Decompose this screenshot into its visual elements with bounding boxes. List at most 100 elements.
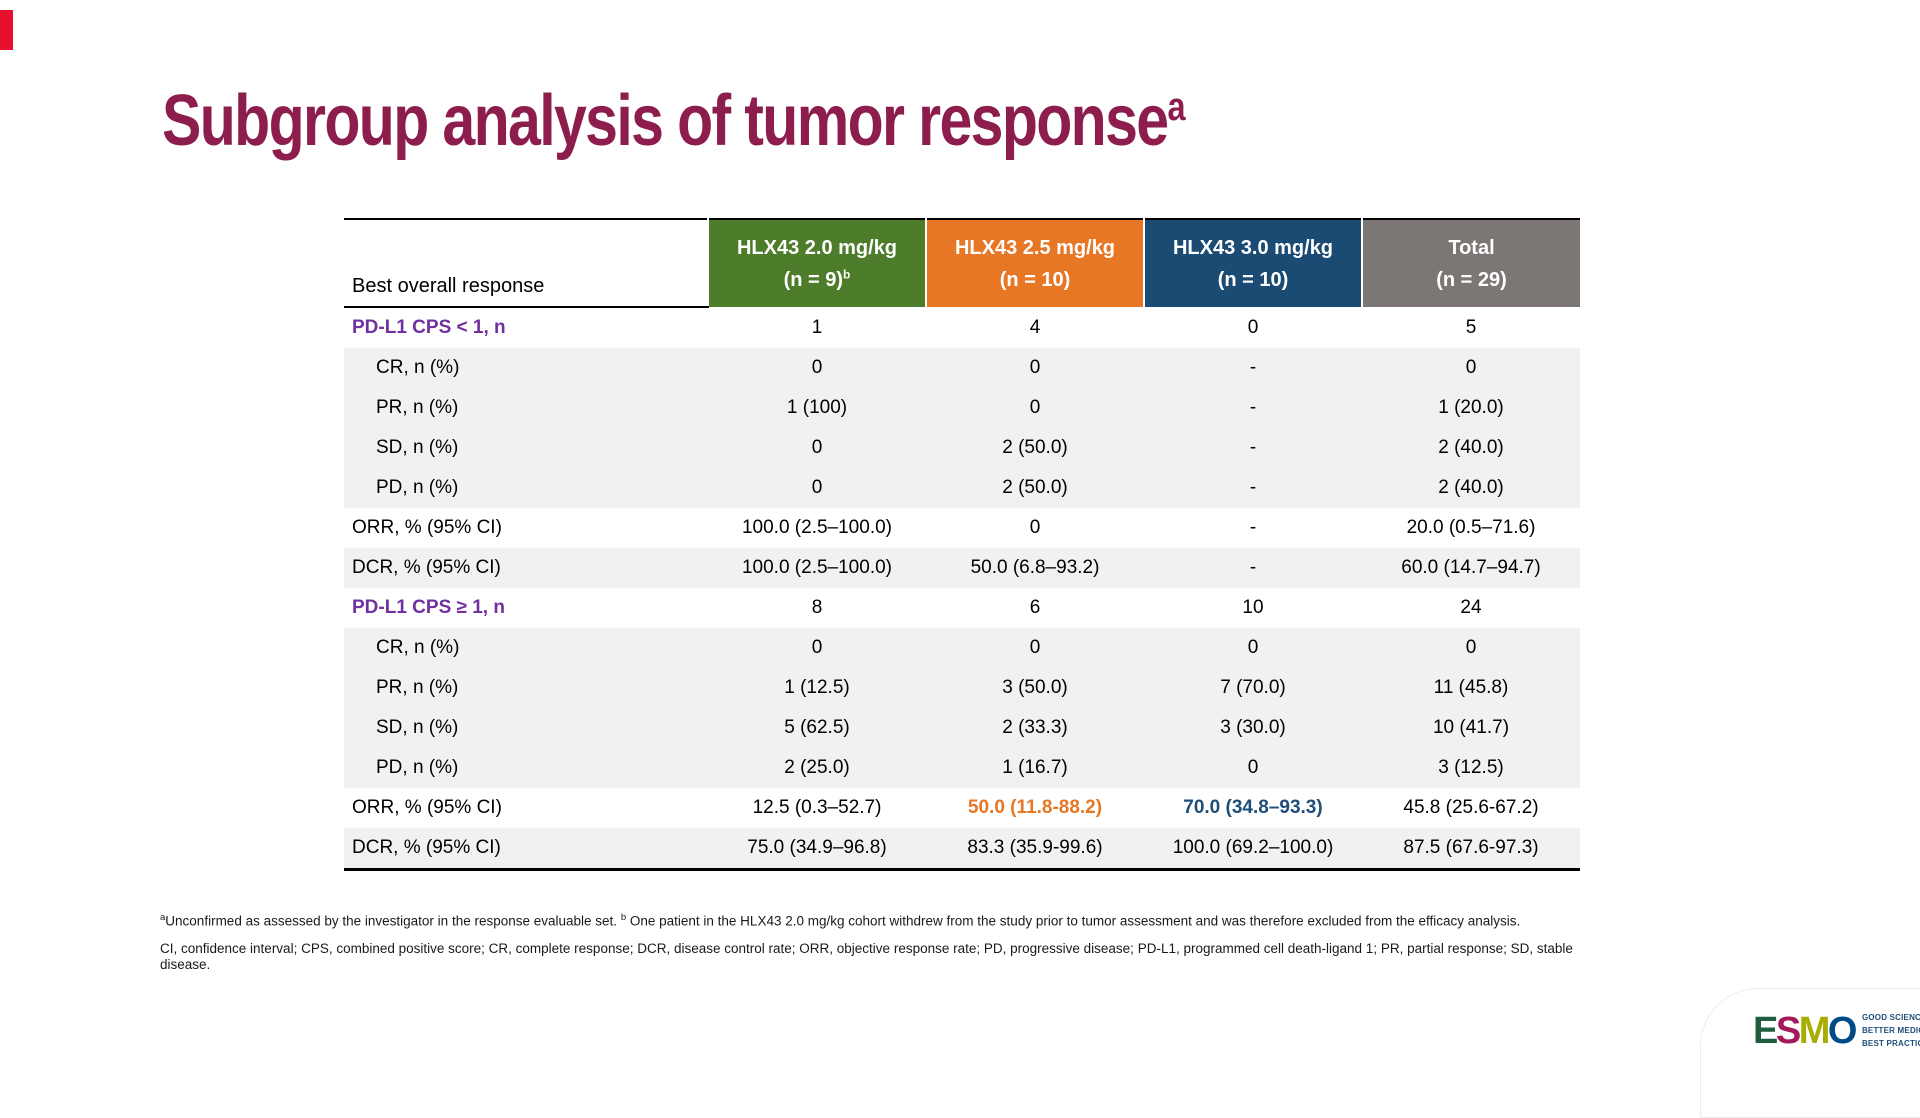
row-label: CR, n (%): [376, 637, 460, 658]
row-label: PD-L1 CPS < 1, n: [352, 317, 506, 338]
column-header-n: (n = 10): [999, 268, 1071, 291]
table-row: ORR, % (95% CI) 12.5 (0.3–52.7) 50.0 (11.8…: [344, 788, 1580, 828]
esmo-tagline-line: BETTER MEDICINE: [1861, 1026, 1920, 1036]
response-table: Best overall response HLX43 2.0 mg/kg (n =…: [344, 218, 1580, 871]
cell: 0: [1247, 316, 1259, 338]
cell: 0: [1029, 637, 1041, 658]
table-row: PD, n (%) 0 2 (50.0) - 2 (40.0): [344, 468, 1580, 508]
page-title: Subgroup analysis of tumor responsea: [162, 81, 1186, 161]
column-header-title: HLX43 3.0 mg/kg: [1172, 236, 1334, 259]
footnotes: aUnconfirmed as assessed by the investig…: [160, 912, 1620, 984]
cell: 100.0 (2.5–100.0): [741, 517, 892, 538]
cell: 0: [811, 437, 823, 458]
esmo-tagline-line: GOOD SCIENCE: [1861, 1013, 1920, 1022]
cell: 4: [1029, 316, 1041, 338]
table-header: Best overall response HLX43 2.0 mg/kg (n =…: [344, 219, 1580, 308]
row-label: PR, n (%): [376, 677, 459, 698]
cell: 11 (45.8): [1433, 677, 1509, 698]
cell: -: [1249, 397, 1257, 418]
footnote-1-text-b: One patient in the HLX43 2.0 mg/kg cohor…: [626, 913, 1521, 929]
cell: 45.8 (25.6-67.2): [1403, 797, 1539, 818]
cell: 2 (40.0): [1438, 437, 1504, 458]
esmo-letter-o: O: [1827, 1009, 1858, 1052]
cell: 10: [1242, 597, 1264, 618]
cell: 0: [1029, 397, 1041, 418]
footnote-1-text-a: Unconfirmed as assessed by the investiga…: [165, 913, 621, 929]
column-header-n: (n = 29): [1436, 268, 1507, 291]
slide-accent-bar: [0, 10, 13, 50]
row-label: PD, n (%): [376, 757, 459, 778]
table-row: PD, n (%) 2 (25.0) 1 (16.7) 0 3 (12.5): [344, 748, 1580, 788]
cell: 70.0 (34.8–93.3): [1183, 797, 1323, 818]
cell: 87.5 (67.6-97.3): [1403, 837, 1539, 858]
cell: 0: [811, 357, 823, 378]
esmo-logo-letters: ESMO: [1753, 1009, 1858, 1052]
cell: 50.0 (6.8–93.2): [970, 557, 1100, 578]
column-header-2: HLX43 2.5 mg/kg (n = 10): [925, 219, 1144, 307]
cell: 8: [811, 597, 823, 618]
cell: 1 (20.0): [1438, 397, 1504, 418]
column-header-label: Best overall response: [344, 219, 708, 308]
table-row: CR, n (%) 0 0 0 0: [344, 628, 1580, 668]
footnote-1-sup-b: b: [620, 912, 627, 923]
cell: 1 (16.7): [1002, 757, 1068, 778]
column-header-4: Total (n = 29): [1361, 219, 1580, 307]
response-table-wrap: Best overall response HLX43 2.0 mg/kg (n =…: [344, 218, 1580, 871]
esmo-logo: ESMO GOOD SCIENCE BETTER MEDICINE BEST PRA…: [1753, 1011, 1920, 1051]
cell: 2 (33.3): [1002, 717, 1068, 738]
page-title-text: Subgroup analysis of tumor response: [162, 81, 1169, 161]
esmo-tagline-line: BEST PRACTICE: [1861, 1039, 1920, 1049]
footnote-abbreviations: CI, confidence interval; CPS, combined p…: [160, 940, 1573, 972]
column-header-title: HLX43 2.5 mg/kg: [954, 236, 1116, 259]
cell: 0: [1465, 357, 1477, 378]
cell: 2 (50.0): [1002, 477, 1068, 498]
esmo-letter-s: S: [1775, 1009, 1801, 1052]
table-row: PD-L1 CPS < 1, n 1 4 0 5: [344, 307, 1580, 348]
cell: 2 (40.0): [1438, 477, 1504, 498]
cell: 2 (50.0): [1002, 437, 1068, 458]
table-row: DCR, % (95% CI) 100.0 (2.5–100.0) 50.0 (6.…: [344, 548, 1580, 588]
cell: 75.0 (34.9–96.8): [747, 837, 887, 858]
cell: -: [1249, 557, 1257, 578]
cell: 0: [811, 477, 823, 498]
table-row: ORR, % (95% CI) 100.0 (2.5–100.0) 0 - 20.0 (…: [344, 508, 1580, 548]
cell: 3 (12.5): [1438, 757, 1504, 778]
table-row: PR, n (%) 1 (100) 0 - 1 (20.0): [344, 388, 1580, 428]
cell: -: [1249, 517, 1257, 538]
cell: 0: [1029, 357, 1041, 378]
row-label: PR, n (%): [376, 397, 459, 418]
cell: 20.0 (0.5–71.6): [1406, 517, 1536, 538]
table-row: SD, n (%) 0 2 (50.0) - 2 (40.0): [344, 428, 1580, 468]
header-row: Best overall response HLX43 2.0 mg/kg (n =…: [344, 219, 1580, 308]
row-label: SD, n (%): [376, 437, 459, 458]
column-header-n: (n = 9)b: [783, 266, 851, 291]
cell: 50.0 (11.8-88.2): [967, 797, 1103, 818]
esmo-logo-tagline: GOOD SCIENCE BETTER MEDICINE BEST PRACTICE: [1862, 1011, 1920, 1051]
cell: 2 (25.0): [784, 757, 850, 778]
column-header-title: Total: [1448, 236, 1495, 259]
cell: 0: [811, 637, 823, 658]
row-label: ORR, % (95% CI): [352, 797, 502, 818]
footnote-1-sup-a: a: [160, 912, 166, 923]
cell: 5 (62.5): [784, 717, 850, 738]
table-body: PD-L1 CPS < 1, n 1 4 0 5 CR, n (%) 0 0-0 PR, n (…: [344, 307, 1580, 870]
cell: 5: [1465, 316, 1477, 338]
cell: 6: [1029, 597, 1041, 618]
column-header-title: HLX43 2.0 mg/kg: [736, 236, 898, 259]
cell: -: [1249, 437, 1257, 458]
row-label: ORR, % (95% CI): [352, 517, 502, 538]
cell: 12.5 (0.3–52.7): [752, 797, 882, 818]
table-row: SD, n (%) 5 (62.5) 2 (33.3) 3 (30.0) 10 (41.…: [344, 708, 1580, 748]
table-row: PD-L1 CPS ≥ 1, n 8 6 10 24: [344, 588, 1580, 628]
cell: 7 (70.0): [1220, 677, 1286, 698]
cell: -: [1249, 357, 1257, 378]
page-title-superscript: a: [1167, 85, 1185, 129]
row-label: DCR, % (95% CI): [352, 557, 501, 578]
cell: 1 (12.5): [784, 677, 850, 698]
table-row: CR, n (%) 0 0 - 0: [344, 348, 1580, 388]
column-header-superscript: b: [843, 266, 851, 281]
footnote-1: aUnconfirmed as assessed by the investig…: [160, 912, 1620, 930]
table-row: PR, n (%) 1 (12.5) 3 (50.0) 7 (70.0) 11 (45.…: [344, 668, 1580, 708]
table-row: DCR, % (95% CI) 75.0 (34.9–96.8) 83.3 (35.…: [344, 828, 1580, 870]
cell: 24: [1460, 597, 1482, 618]
